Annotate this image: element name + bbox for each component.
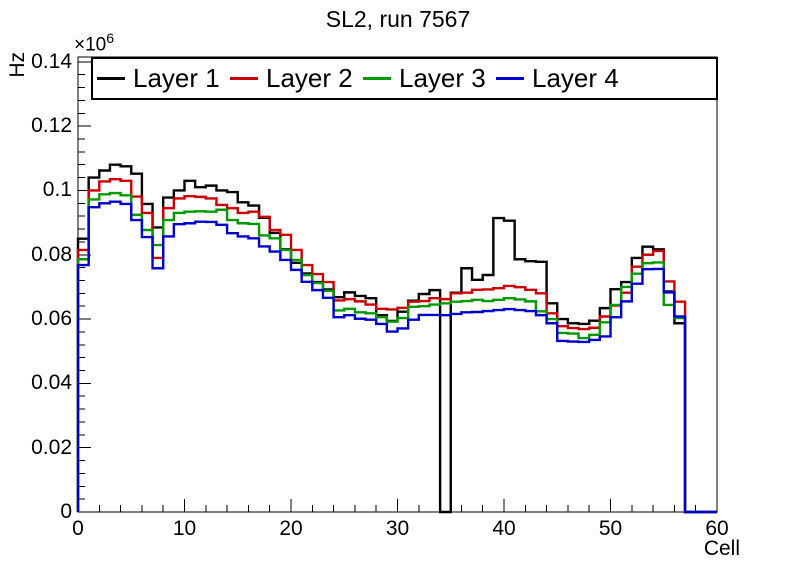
y-tick-label: 0.08	[31, 242, 72, 266]
legend-line-sample-icon	[230, 77, 258, 80]
y-axis-title: Hz	[6, 52, 29, 78]
x-tick-label: 10	[172, 517, 197, 540]
x-tick-label: 20	[279, 517, 303, 540]
series-layer-4	[76, 200, 717, 514]
y-tick-label: 0.02	[31, 435, 72, 459]
y-tick-label: 0.14	[31, 49, 72, 73]
x-tick-label: 40	[492, 517, 516, 540]
plot-title: SL2, run 7567	[325, 6, 471, 32]
y-exponent-power: 6	[106, 30, 115, 46]
y-tick-label: 0.06	[31, 307, 72, 331]
y-tick-label: 0.04	[31, 371, 72, 395]
legend-label: Layer 3	[399, 63, 486, 93]
legend-line-sample-icon	[496, 77, 524, 80]
y-axis-exponent: ×106	[74, 30, 114, 56]
legend-entry-layer-3: Layer 3	[363, 63, 496, 94]
legend-entry-layer-2: Layer 2	[230, 63, 363, 94]
legend-box: Layer 1 Layer 2 Layer 3 Layer 4	[91, 57, 718, 100]
legend-label: Layer 1	[133, 63, 220, 93]
legend-entry-layer-4: Layer 4	[496, 63, 629, 94]
y-tick-label: 0.12	[31, 114, 72, 138]
legend-label: Layer 4	[532, 63, 619, 93]
legend-line-sample-icon	[97, 77, 125, 80]
x-axis-title: Cell	[703, 537, 740, 560]
legend-label: Layer 2	[266, 63, 353, 93]
x-tick-label: 60	[705, 517, 729, 540]
legend-entry-layer-1: Layer 1	[97, 63, 230, 94]
legend-line-sample-icon	[363, 77, 391, 80]
y-tick-label: 0.1	[42, 178, 72, 202]
y-tick-label: 0	[60, 500, 72, 523]
x-tick-label: 50	[598, 517, 623, 540]
x-tick-label: 30	[385, 517, 410, 540]
series-layer-3	[76, 191, 717, 514]
y-exponent-base: ×10	[74, 34, 107, 56]
x-tick-label: 0	[72, 517, 84, 540]
